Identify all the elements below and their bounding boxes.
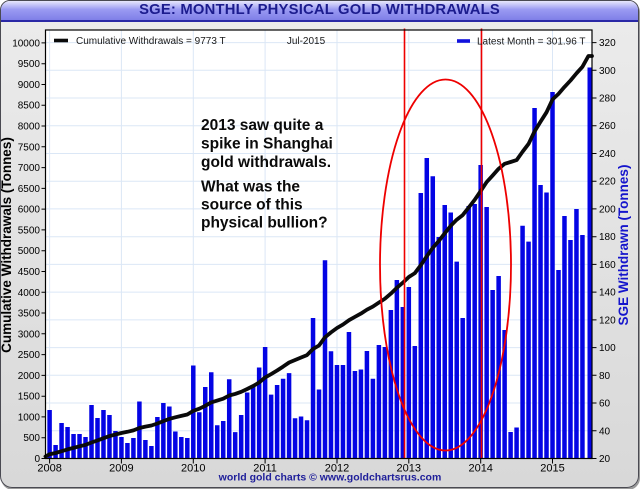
svg-text:What was the: What was the <box>201 179 300 196</box>
svg-text:Cumulative Withdrawals = 9773: Cumulative Withdrawals = 9773 T <box>76 36 226 47</box>
svg-text:320: 320 <box>599 38 616 49</box>
svg-text:Cumulative Withdrawals (Tonnes: Cumulative Withdrawals (Tonnes) <box>0 137 14 353</box>
svg-text:2010: 2010 <box>181 463 205 475</box>
svg-text:Jul-2015: Jul-2015 <box>287 36 326 47</box>
svg-text:80: 80 <box>599 371 611 382</box>
svg-text:1500: 1500 <box>18 392 41 403</box>
svg-text:2011: 2011 <box>253 463 277 475</box>
svg-text:8500: 8500 <box>18 101 41 112</box>
svg-text:5500: 5500 <box>18 225 41 236</box>
svg-text:500: 500 <box>23 433 40 444</box>
svg-text:60: 60 <box>599 399 611 410</box>
svg-text:source of this: source of this <box>201 197 303 214</box>
svg-text:2500: 2500 <box>18 350 41 361</box>
svg-text:20: 20 <box>599 454 611 465</box>
svg-text:7000: 7000 <box>18 163 41 174</box>
svg-text:200: 200 <box>599 204 616 215</box>
svg-text:40: 40 <box>599 426 611 437</box>
svg-text:240: 240 <box>599 149 616 160</box>
svg-text:spike in Shanghai: spike in Shanghai <box>201 136 333 153</box>
svg-text:300: 300 <box>599 66 616 77</box>
svg-text:2014: 2014 <box>468 463 492 475</box>
svg-text:gold withdrawals.: gold withdrawals. <box>201 154 331 171</box>
svg-text:physical bullion?: physical bullion? <box>201 215 328 232</box>
svg-text:2000: 2000 <box>18 371 41 382</box>
svg-text:2015: 2015 <box>540 463 564 475</box>
svg-text:world gold charts © www.goldch: world gold charts © www.goldchartsrus.co… <box>218 472 442 484</box>
svg-text:180: 180 <box>599 232 616 243</box>
svg-text:3000: 3000 <box>18 329 41 340</box>
svg-text:4000: 4000 <box>18 288 41 299</box>
svg-text:280: 280 <box>599 94 616 105</box>
svg-text:SGE Withdrawn (Tonnes): SGE Withdrawn (Tonnes) <box>616 165 631 326</box>
svg-text:6000: 6000 <box>18 205 41 216</box>
svg-text:120: 120 <box>599 315 616 326</box>
svg-text:260: 260 <box>599 121 616 132</box>
svg-text:100: 100 <box>599 343 616 354</box>
svg-text:6500: 6500 <box>18 184 41 195</box>
svg-text:2012: 2012 <box>325 463 349 475</box>
svg-text:Latest Month = 301.96 T: Latest Month = 301.96 T <box>477 37 586 48</box>
svg-text:160: 160 <box>599 260 616 271</box>
svg-text:7500: 7500 <box>18 142 41 153</box>
svg-text:10000: 10000 <box>12 38 40 49</box>
svg-text:1000: 1000 <box>18 412 41 423</box>
svg-text:0: 0 <box>34 454 40 465</box>
svg-text:9500: 9500 <box>18 59 41 70</box>
svg-text:2009: 2009 <box>109 463 133 475</box>
svg-text:220: 220 <box>599 177 616 188</box>
svg-text:140: 140 <box>599 288 616 299</box>
svg-text:2008: 2008 <box>37 463 61 475</box>
svg-text:2013 saw quite a: 2013 saw quite a <box>201 117 324 134</box>
svg-text:2013: 2013 <box>397 463 421 475</box>
svg-text:5000: 5000 <box>18 246 41 257</box>
svg-text:4500: 4500 <box>18 267 41 278</box>
svg-text:9000: 9000 <box>18 80 41 91</box>
svg-text:3500: 3500 <box>18 309 41 320</box>
svg-text:8000: 8000 <box>18 122 41 133</box>
